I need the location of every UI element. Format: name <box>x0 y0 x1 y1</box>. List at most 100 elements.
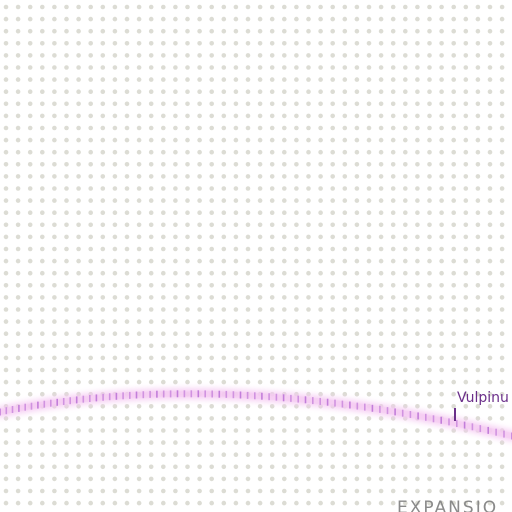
grid-dot <box>52 53 57 58</box>
grid-dot <box>52 149 57 155</box>
grid-dot <box>185 162 190 167</box>
grid-dot <box>451 65 457 70</box>
grid-dot <box>3 319 9 324</box>
grid-dot <box>161 41 166 46</box>
grid-dot <box>148 186 154 191</box>
grid-dot <box>415 28 420 34</box>
grid-dot <box>390 210 396 215</box>
grid-dot <box>209 416 214 421</box>
grid-dot <box>499 210 505 215</box>
grid-dot <box>269 476 275 482</box>
grid-dot <box>475 258 481 264</box>
grid-dot <box>221 283 227 288</box>
grid-dot <box>64 4 69 10</box>
grid-dot <box>3 198 9 203</box>
grid-dot <box>197 476 202 482</box>
grid-dot <box>282 149 287 155</box>
grid-dot <box>475 101 481 107</box>
grid-dot <box>15 162 21 167</box>
grid-dot <box>136 343 142 349</box>
grid-dot <box>451 198 457 203</box>
grid-dot <box>221 101 227 107</box>
grid-dot <box>282 137 287 143</box>
grid-dot <box>136 113 142 119</box>
grid-dot <box>269 283 275 288</box>
grid-dot <box>100 198 106 203</box>
grid-dot <box>475 319 481 324</box>
grid-dot <box>64 162 69 167</box>
grid-dot <box>294 89 299 94</box>
grid-dot <box>136 53 142 58</box>
grid-dot <box>475 452 481 458</box>
grid-dot <box>233 488 239 494</box>
grid-dot <box>269 137 275 143</box>
grid-dot <box>306 125 311 131</box>
grid-dot <box>100 53 106 58</box>
grid-dot <box>390 331 396 337</box>
grid-dot <box>342 331 348 337</box>
grid-dot <box>233 77 239 82</box>
grid-dot <box>52 137 57 143</box>
grid-dot <box>403 28 408 34</box>
grid-dot <box>294 41 299 46</box>
track-label[interactable]: Vulpinu <box>457 390 509 406</box>
grid-dot <box>27 476 33 482</box>
grid-dot <box>197 331 202 337</box>
grid-dot <box>233 440 239 445</box>
grid-dot <box>487 174 493 179</box>
grid-dot <box>306 113 311 119</box>
grid-dot <box>354 65 360 70</box>
grid-dot <box>269 41 275 46</box>
grid-dot <box>390 89 396 94</box>
grid-dot <box>185 125 190 131</box>
grid-dot <box>197 113 202 119</box>
grid-dot <box>112 428 118 433</box>
grid-dot <box>403 343 408 349</box>
grid-dot <box>197 307 202 312</box>
grid-dot <box>366 186 372 191</box>
grid-dot <box>342 28 348 34</box>
grid-dot <box>475 234 481 240</box>
grid-dot <box>76 452 81 458</box>
grid-dot <box>403 488 408 494</box>
grid-dot <box>185 319 190 324</box>
grid-dot <box>318 379 323 385</box>
grid-dot <box>173 295 178 300</box>
grid-dot <box>487 488 493 494</box>
grid-dot <box>40 500 45 506</box>
grid-dot <box>3 452 9 458</box>
grid-dot <box>390 246 396 252</box>
grid-dot <box>269 464 275 470</box>
grid-dot <box>197 4 202 10</box>
grid-dot <box>245 234 251 240</box>
grid-dot <box>245 283 251 288</box>
grid-dot <box>463 41 469 46</box>
grid-dot <box>306 137 311 143</box>
grid-dot <box>209 307 214 312</box>
grid-dot <box>439 488 444 494</box>
grid-dot <box>209 295 214 300</box>
grid-dot <box>124 452 130 458</box>
grid-dot <box>136 222 142 228</box>
grid-dot <box>330 416 336 421</box>
grid-dot <box>52 234 57 240</box>
grid-dot <box>148 137 154 143</box>
grid-dot <box>185 210 190 215</box>
grid-dot <box>306 319 311 324</box>
grid-dot <box>148 65 154 70</box>
grid-dot <box>354 246 360 252</box>
grid-dot <box>415 500 420 506</box>
grid-dot <box>100 355 106 361</box>
grid-dot <box>88 101 93 107</box>
grid-dot <box>294 246 299 252</box>
grid-dot <box>221 174 227 179</box>
grid-dot <box>76 77 81 82</box>
grid-dot <box>306 28 311 34</box>
grid-dot <box>415 295 420 300</box>
grid-dot <box>40 343 45 349</box>
grid-dot <box>282 186 287 191</box>
grid-dot <box>197 428 202 433</box>
grid-dot <box>378 283 384 288</box>
grid-dot <box>366 77 372 82</box>
